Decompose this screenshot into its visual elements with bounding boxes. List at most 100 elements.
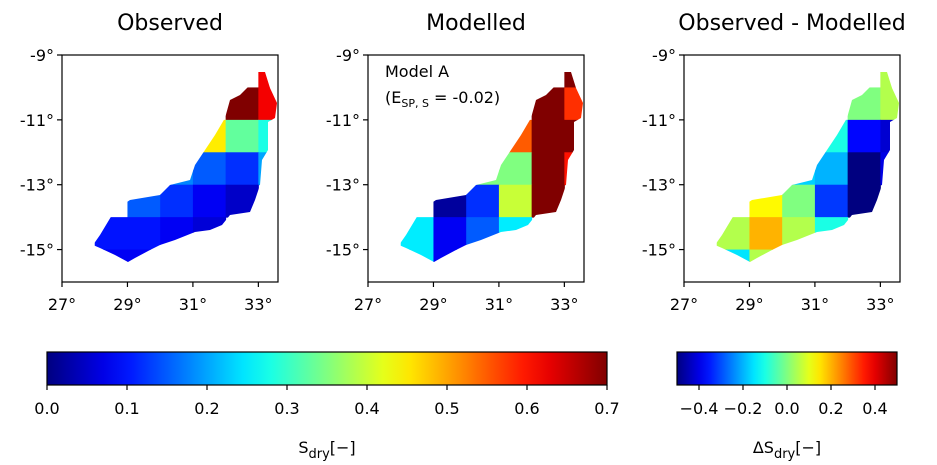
grid-cell — [498, 184, 533, 218]
y-tick-label: -15° — [326, 241, 360, 260]
y-tick-label: -9° — [30, 46, 54, 65]
grid-cell — [880, 72, 899, 88]
grid-cell — [225, 119, 259, 153]
grid-cell — [127, 184, 161, 218]
grid-cell — [564, 72, 583, 88]
y-tick-label: -9° — [652, 46, 676, 65]
grid-cell — [847, 152, 881, 186]
land-cells — [716, 72, 899, 262]
colorbar-label: ΔSdry[−] — [753, 438, 821, 462]
x-tick-label: 29° — [113, 295, 141, 314]
axes-frame — [61, 54, 279, 283]
grid-cell — [127, 249, 161, 262]
grid-cell — [192, 217, 227, 251]
grid-cell — [400, 217, 434, 251]
grid-cell — [847, 87, 881, 121]
annotation: (ESP, S = -0.02) — [385, 88, 500, 110]
grid-cell — [192, 184, 227, 218]
grid-cell — [880, 87, 899, 121]
colorbar-tick-label: 0.5 — [434, 399, 459, 418]
x-tick-label: 33° — [550, 295, 578, 314]
grid-cell — [225, 87, 259, 121]
colorbar-tick-label: −0.2 — [724, 399, 763, 418]
colorbar-tick-label: 0.2 — [818, 399, 843, 418]
panel-title: Observed — [117, 11, 223, 36]
grid-cell — [258, 119, 277, 153]
label-unit: [−] — [330, 438, 356, 457]
grid-cell — [564, 119, 583, 153]
grid-cell — [782, 249, 816, 262]
grid-cell — [498, 119, 533, 153]
grid-cell — [192, 152, 227, 186]
grid-cell — [814, 217, 849, 251]
grid-cell — [531, 184, 565, 218]
panel-title: Observed - Modelled — [678, 11, 905, 36]
x-tick-label: 29° — [419, 295, 447, 314]
grid-cell — [847, 184, 881, 218]
grid-cell — [160, 217, 194, 251]
axes-frame — [367, 54, 585, 283]
map-panel: Observed - Modelled 27° 29° 31° 33° -9° -11° -1… — [642, 11, 906, 314]
land-cells — [94, 72, 277, 262]
x-tick-label: 27° — [48, 295, 76, 314]
grid-cell — [433, 184, 467, 218]
grid-cell — [782, 152, 816, 186]
colorbar-tick-label: 0.0 — [774, 399, 799, 418]
x-tick-label: 29° — [735, 295, 763, 314]
y-tick-label: -13° — [326, 176, 360, 195]
grid-cell — [782, 184, 816, 218]
y-tick-label: -15° — [20, 241, 54, 260]
grid-cell — [160, 249, 194, 262]
x-tick-label: 31° — [801, 295, 829, 314]
y-tick-label: -13° — [20, 176, 54, 195]
colorbar — [46, 351, 608, 386]
grid-cell — [716, 249, 750, 262]
grid-cell — [814, 152, 849, 186]
grid-cell — [814, 119, 849, 153]
grid-cell — [880, 152, 899, 186]
colorbar-label: Sdry[−] — [298, 438, 355, 462]
grid-cell — [225, 184, 259, 218]
grid-cell — [880, 119, 899, 153]
y-tick-label: -11° — [326, 111, 360, 130]
grid-cell — [160, 152, 194, 186]
grid-cell — [94, 217, 128, 251]
map-panel: Observed 27° 29° 31° 33° -9° -11° -13° -15° — [20, 11, 279, 314]
label-sub: dry — [308, 447, 330, 462]
colorbar — [676, 351, 898, 386]
x-tick-label: 31° — [485, 295, 513, 314]
grid-cell — [847, 119, 881, 153]
label-main: ΔS — [753, 438, 774, 457]
grid-cell — [749, 184, 783, 218]
label-sub: dry — [774, 447, 796, 462]
grid-cell — [716, 217, 750, 251]
grid-cell — [433, 217, 467, 251]
y-tick-label: -11° — [642, 111, 676, 130]
grid-cell — [466, 184, 500, 218]
x-tick-label: 33° — [866, 295, 894, 314]
annotation-sub: SP, S — [401, 97, 429, 110]
grid-cell — [258, 87, 277, 121]
annotation-part: (E — [385, 88, 401, 107]
x-tick-label: 33° — [244, 295, 272, 314]
grid-cell — [192, 119, 227, 153]
grid-cell — [466, 152, 500, 186]
colorbar-tick-label: 0.7 — [594, 399, 619, 418]
grid-cell — [531, 87, 565, 121]
colorbar-tick-label: −0.4 — [680, 399, 719, 418]
colorbar-tick-label: 0.0 — [34, 399, 59, 418]
grid-cell — [564, 87, 583, 121]
grid-cell — [258, 72, 277, 88]
grid-cell — [498, 217, 533, 251]
colorbar-tick-label: 0.3 — [274, 399, 299, 418]
grid-cell — [814, 184, 849, 218]
grid-cell — [94, 249, 128, 262]
axes-frame — [683, 54, 901, 283]
grid-cell — [433, 249, 467, 262]
colorbar-tick-label: 0.4 — [862, 399, 887, 418]
grid-cell — [400, 249, 434, 262]
y-tick-label: -15° — [642, 241, 676, 260]
grid-cell — [127, 217, 161, 251]
panel-title: Modelled — [426, 11, 526, 36]
